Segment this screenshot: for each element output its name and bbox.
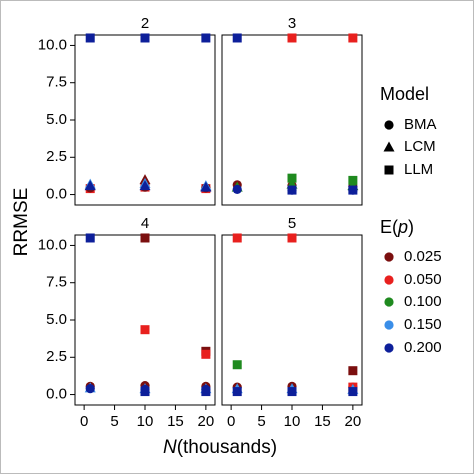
legend-title-part: p [397,217,408,237]
point-triangle [139,180,151,191]
y-tick-label: 7.5 [46,74,67,91]
point-square [348,185,358,195]
legend-title-part: E( [380,217,398,237]
point-square [140,33,150,43]
point-triangle [84,180,96,191]
legend-symbol [384,165,394,175]
point-square [140,325,150,335]
y-tick-label: 5.0 [46,111,67,128]
y-tick-label: 0.0 [46,186,67,203]
point-square [287,387,297,397]
point-circle [232,184,242,194]
point-square [287,233,297,243]
point-circle [85,383,95,394]
point-square [232,33,242,43]
y-tick-label: 10.0 [38,36,67,53]
point-square [201,349,211,359]
panel-title: 5 [288,215,296,232]
legend-label: 0.100 [404,293,442,310]
point-square [287,173,297,183]
x-tick-label: 5 [110,413,118,430]
x-tick-label: 20 [198,413,215,430]
point-square [140,233,150,243]
point-square [140,387,150,397]
legend-title-part: Model [380,84,429,104]
legend-symbol [384,120,394,130]
x-axis-label: N(thousands) [163,437,277,458]
point-square [348,387,358,397]
y-tick-label: 2.5 [46,148,67,165]
point-square [85,33,95,43]
legend-title: E(p) [380,217,414,237]
point-triangle [200,181,212,192]
panel-title: 3 [288,15,296,32]
legend-label: 0.200 [404,339,442,356]
x-tick-label: 5 [257,413,265,430]
x-axis-symbol: N [163,437,177,458]
legend-label: BMA [404,116,437,133]
point-square [287,185,297,195]
point-square [348,33,358,43]
legend-symbol [384,297,394,307]
legend-label: 0.025 [404,248,442,265]
panel-title: 4 [141,215,149,232]
legend-symbol [383,141,395,152]
point-square [85,233,95,243]
point-square [348,366,358,376]
y-tick-label: 5.0 [46,311,67,328]
y-tick-label: 7.5 [46,274,67,291]
legend-title-part: ) [408,217,414,237]
x-tick-label: 0 [80,413,88,430]
y-tick-label: 2.5 [46,348,67,365]
y-tick-label: 0.0 [46,386,67,403]
x-tick-label: 0 [227,413,235,430]
point-square [201,387,211,397]
x-tick-label: 15 [314,413,331,430]
point-square [287,33,297,43]
legend-label: 0.050 [404,271,442,288]
legend-title: Model [380,84,429,104]
legend-symbol [384,320,394,330]
x-axis-unit: (thousands) [177,437,277,458]
legend-label: 0.150 [404,316,442,333]
panel-title: 2 [141,15,149,32]
legend-symbol [384,275,394,285]
point-square [201,33,211,43]
legend-label: LCM [404,138,436,155]
x-tick-label: 10 [137,413,154,430]
y-tick-label: 10.0 [38,236,67,253]
legend-label: LLM [404,161,433,178]
x-tick-label: 20 [345,413,362,430]
point-square [232,360,242,370]
x-tick-label: 10 [284,413,301,430]
legend-symbol [384,252,394,262]
legend-symbol [384,343,394,353]
point-square [232,387,242,397]
x-tick-label: 15 [167,413,184,430]
y-axis-label: RRMSE [11,188,32,257]
point-square [232,233,242,243]
